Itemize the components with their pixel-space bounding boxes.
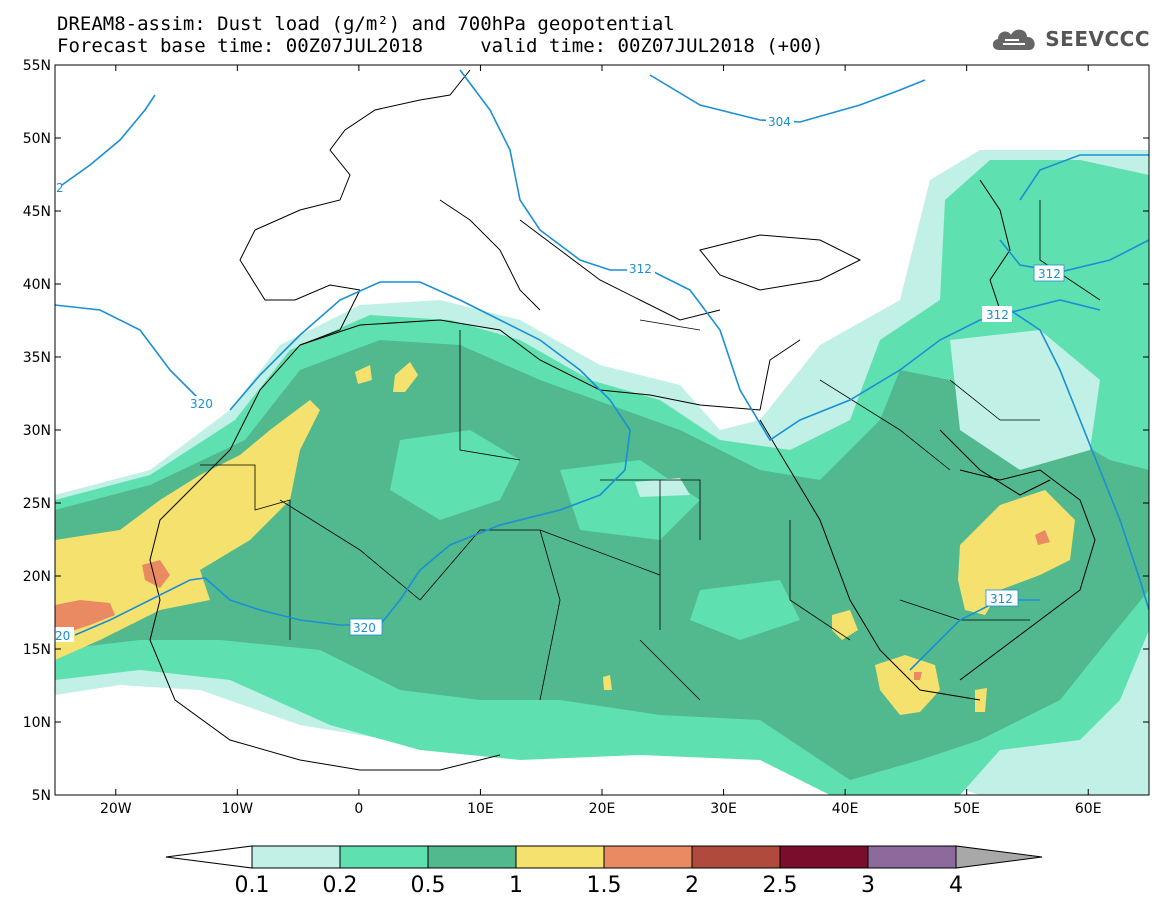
logo-text: SEEVCCC bbox=[1045, 27, 1150, 51]
contour-312 bbox=[459, 69, 1149, 611]
lat-tick-label: 55N bbox=[23, 58, 51, 74]
coastline-levant-red-sea bbox=[759, 339, 1096, 701]
colorbar-label: 0.5 bbox=[411, 873, 446, 898]
colorbar-swatch bbox=[515, 845, 605, 869]
colorbar: 0.1 0.2 0.5 1 1.5 2 2.5 3 4 bbox=[165, 845, 1043, 898]
lat-tick-label: 10N bbox=[23, 715, 51, 731]
longitude-axis: 20W 10W 0 10E 20E 30E 40E 50E 60E bbox=[100, 65, 1102, 817]
lat-tick-label: 20N bbox=[23, 569, 51, 585]
dust-band-0.5 bbox=[55, 340, 1149, 780]
geopotential-contours bbox=[55, 69, 1149, 671]
coastline-europe-africa bbox=[149, 69, 501, 771]
lon-tick-label: 10E bbox=[467, 801, 494, 817]
colorbar-arrow-high bbox=[955, 845, 1043, 869]
map-subtitle: Forecast base time: 00Z07JUL2018 valid t… bbox=[57, 35, 824, 57]
dust-band-1 bbox=[393, 362, 418, 392]
coastline-black-sea bbox=[699, 234, 862, 291]
colorbar-label: 1 bbox=[509, 873, 523, 898]
contour-label: 2 bbox=[56, 181, 64, 195]
dust-band-1 bbox=[355, 365, 372, 384]
contour-label: 20 bbox=[55, 629, 70, 643]
colorbar-swatch bbox=[867, 845, 957, 869]
colorbar-swatch bbox=[251, 845, 341, 869]
dust-patch-pale bbox=[950, 330, 1100, 470]
lon-tick-label: 60E bbox=[1075, 801, 1102, 817]
lat-tick-label: 50N bbox=[23, 131, 51, 147]
colorbar-arrow-low bbox=[165, 845, 253, 869]
seevccc-logo: SEEVCCC bbox=[989, 24, 1150, 54]
coastline-caspian bbox=[979, 179, 1011, 311]
contour-label: 320 bbox=[353, 621, 376, 635]
contour-label: 304 bbox=[768, 115, 791, 129]
dust-band-1.5 bbox=[914, 672, 922, 680]
coastline-italy-balkans bbox=[439, 199, 721, 321]
dust-fields bbox=[55, 150, 1149, 795]
dust-band-1 bbox=[603, 675, 612, 690]
dust-patch-light bbox=[690, 580, 800, 640]
contour-320 bbox=[55, 281, 631, 636]
lon-tick-label: 10W bbox=[221, 801, 253, 817]
contour-label: 312 bbox=[990, 592, 1013, 606]
colorbar-label: 3 bbox=[861, 873, 875, 898]
lon-tick-label: 30E bbox=[710, 801, 737, 817]
lon-tick-label: 40E bbox=[832, 801, 859, 817]
contour-label: 312 bbox=[986, 308, 1009, 322]
colorbar-label: 1.5 bbox=[587, 873, 622, 898]
lat-tick-label: 15N bbox=[23, 642, 51, 658]
colorbar-swatch bbox=[427, 845, 517, 869]
contour-label: 312 bbox=[629, 262, 652, 276]
dust-band-1 bbox=[975, 688, 987, 712]
lon-tick-label: 0 bbox=[354, 801, 363, 817]
lat-tick-label: 30N bbox=[23, 423, 51, 439]
colorbar-label: 2 bbox=[685, 873, 699, 898]
lat-tick-label: 45N bbox=[23, 204, 51, 220]
contour-304 bbox=[649, 74, 926, 123]
colorbar-swatch bbox=[779, 845, 869, 869]
lat-tick-label: 25N bbox=[23, 496, 51, 512]
lon-tick-label: 20W bbox=[100, 801, 132, 817]
colorbar-swatch bbox=[339, 845, 429, 869]
colorbar-swatch bbox=[691, 845, 781, 869]
colorbar-label: 0.1 bbox=[235, 873, 270, 898]
contour-label: 320 bbox=[190, 397, 213, 411]
contour-label: 312 bbox=[1038, 267, 1061, 281]
cloud-icon bbox=[993, 29, 1035, 50]
latitude-axis: 55N 50N 45N 40N 35N 30N 25N 20N 15N 10N 5N bbox=[23, 58, 1149, 804]
map-title: DREAM8-assim: Dust load (g/m²) and 700hP… bbox=[57, 13, 675, 35]
colorbar-label: 2.5 bbox=[763, 873, 798, 898]
contour-labels: 304 312 312 312 312 320 320 2 20 bbox=[54, 114, 1065, 643]
lon-tick-label: 20E bbox=[589, 801, 616, 817]
dust-band-1.5 bbox=[55, 600, 115, 635]
lat-tick-label: 5N bbox=[32, 788, 51, 804]
dust-band-1.5 bbox=[142, 560, 170, 588]
coastline-north-africa bbox=[299, 319, 761, 411]
lon-tick-label: 50E bbox=[953, 801, 980, 817]
lat-tick-label: 35N bbox=[23, 350, 51, 366]
lat-tick-label: 40N bbox=[23, 277, 51, 293]
coastline-persian-gulf bbox=[939, 429, 1051, 496]
dust-patch-pale bbox=[635, 478, 690, 497]
colorbar-label: 0.2 bbox=[323, 873, 358, 898]
contour-2-nw bbox=[61, 94, 156, 186]
colorbar-swatch bbox=[603, 845, 693, 869]
dust-band-1 bbox=[875, 655, 940, 715]
dust-patch-light bbox=[390, 430, 520, 520]
dust-band-1 bbox=[958, 490, 1075, 615]
coastlines bbox=[149, 69, 1096, 771]
colorbar-label: 4 bbox=[949, 873, 963, 898]
dust-band-1.5 bbox=[1035, 530, 1050, 545]
